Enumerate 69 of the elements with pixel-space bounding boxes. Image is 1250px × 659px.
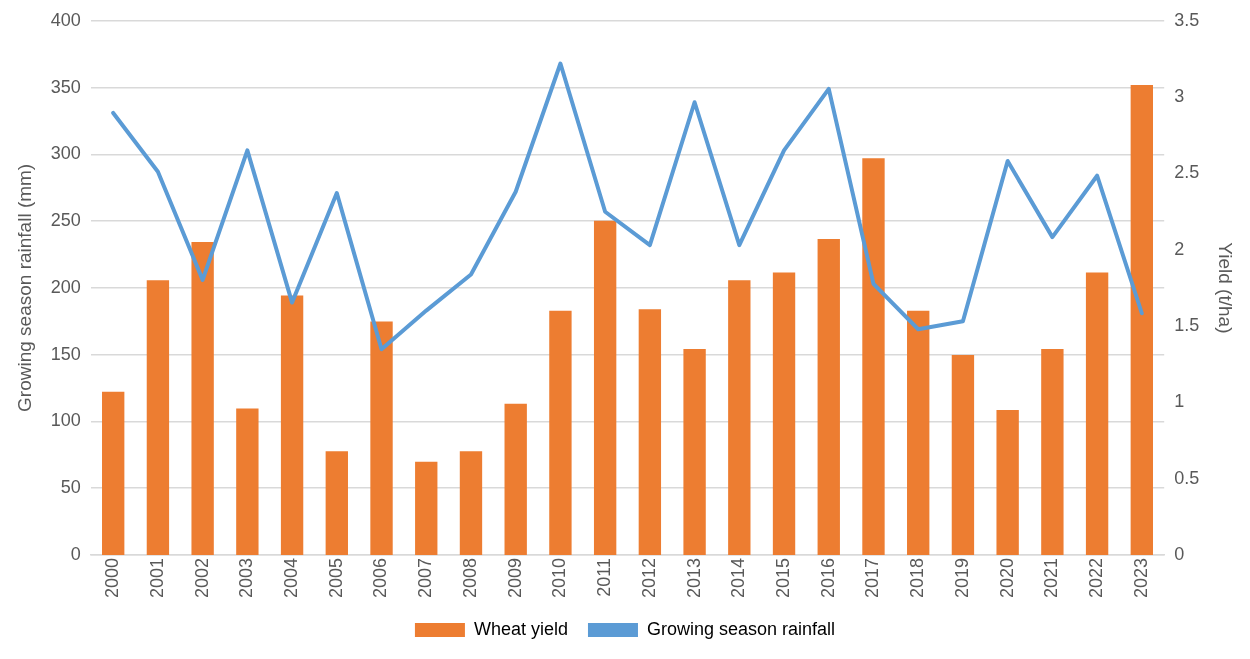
y-axis-title: Growing season rainfall (mm): [13, 163, 35, 412]
x-tick-label: 2023: [1130, 557, 1151, 598]
bar: [817, 239, 840, 555]
legend-label: Growing season rainfall: [646, 618, 836, 639]
bar: [1085, 272, 1109, 555]
y-tick-label: 200: [50, 276, 81, 297]
x-tick-label: 2001: [146, 557, 167, 598]
bar: [862, 158, 885, 555]
bar: [191, 242, 214, 555]
x-tick-label: 2020: [996, 557, 1017, 598]
y-tick-label: 150: [50, 343, 81, 364]
bar: [370, 321, 393, 555]
y2-tick-label: 3: [1174, 86, 1185, 107]
x-tick-label: 2005: [325, 557, 346, 598]
bar: [325, 451, 348, 555]
bar: [772, 272, 796, 555]
x-tick-label: 2015: [773, 557, 793, 598]
x-tick-label: 2021: [1041, 557, 1062, 598]
y-tick-label: 250: [50, 210, 81, 231]
bar: [1041, 348, 1064, 555]
bar: [907, 310, 930, 555]
y-tick-label: 100: [50, 410, 81, 431]
bar: [951, 355, 975, 555]
x-tick-label: 2014: [728, 557, 749, 598]
bar: [638, 309, 662, 555]
y2-tick-label: 1.5: [1174, 315, 1200, 335]
x-tick-label: 2008: [459, 557, 480, 598]
bar: [996, 409, 1019, 555]
y2-axis-title: Yield (t/ha): [1215, 242, 1237, 334]
y-tick-label: 50: [60, 477, 81, 498]
y2-tick-label: 0.5: [1174, 467, 1200, 488]
y-tick-label: 350: [50, 76, 81, 97]
y2-tick-label: 0: [1174, 543, 1185, 564]
x-tick-label: 2003: [236, 557, 257, 598]
x-tick-label: 2019: [951, 557, 972, 598]
y-tick-label: 0: [70, 543, 81, 564]
y-tick-label: 300: [50, 143, 81, 164]
legend-label: Wheat yield: [473, 618, 568, 639]
bar: [459, 451, 483, 555]
bar: [504, 403, 527, 555]
y2-tick-label: 2.5: [1174, 162, 1200, 183]
bar: [146, 280, 170, 555]
bar: [549, 310, 572, 555]
x-tick-label: 2010: [549, 557, 570, 598]
x-tick-label: 2016: [817, 557, 838, 598]
x-tick-label: 2009: [504, 557, 525, 598]
y2-tick-label: 2: [1174, 238, 1185, 259]
x-tick-label: 2006: [370, 557, 391, 598]
x-tick-label: 2018: [907, 557, 928, 598]
bar: [102, 391, 125, 555]
bar: [683, 348, 706, 555]
y2-tick-label: 1: [1174, 391, 1185, 412]
x-tick-label: 2022: [1086, 557, 1107, 598]
bar: [1130, 84, 1153, 555]
bar: [415, 461, 438, 555]
bar: [593, 220, 617, 555]
y2-tick-label: 3.5: [1174, 9, 1200, 30]
x-tick-label: 2013: [683, 557, 704, 598]
bar: [236, 408, 259, 555]
x-tick-label: 2011: [594, 557, 615, 597]
x-tick-label: 2002: [191, 557, 212, 598]
x-tick-label: 2017: [862, 557, 883, 598]
x-tick-label: 2000: [102, 557, 123, 598]
x-tick-label: 2004: [281, 557, 302, 598]
x-tick-label: 2012: [638, 557, 659, 598]
bar: [728, 280, 751, 555]
y-tick-label: 400: [50, 9, 81, 30]
bar: [280, 295, 304, 555]
x-tick-label: 2007: [415, 557, 436, 598]
